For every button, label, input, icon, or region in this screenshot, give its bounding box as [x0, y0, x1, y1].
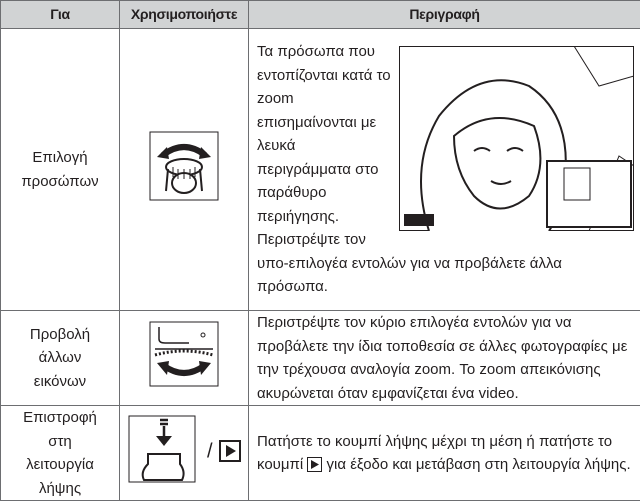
- description-cell: Πατήστε το κουμπί λήψης μέχρι τη μέση ή …: [249, 406, 640, 501]
- header-cell: Για: [1, 1, 120, 29]
- row: Προβολή άλλων εικόνων Περιστρέψτε τον κύ…: [1, 311, 640, 406]
- description-text: για έξοδο και μετάβαση στη λειτουργία λή…: [327, 456, 631, 473]
- playback-icon: [307, 457, 322, 472]
- row: Επιστροφή στη λειτουργία λήψης / Πατήστε…: [1, 406, 640, 501]
- shutter-icons: /: [124, 414, 244, 484]
- header-cell: Χρησιμοποιήστε: [120, 1, 249, 29]
- description-cell: Τα πρόσωπα που εντοπίζονται κατά το zoom…: [249, 29, 640, 311]
- row: Επιλογή προσώπων Τα πρόσωπα που εντοπίζο…: [1, 29, 640, 311]
- for-cell: Επιστροφή στη λειτουργία λήψης: [1, 406, 120, 501]
- description-text: Πατήστε το κουμπί λήψης μέχρι τη μέση ή …: [257, 430, 634, 477]
- use-cell: [120, 311, 249, 406]
- use-cell: [120, 29, 249, 311]
- header-row: Για Χρησιμοποιήστε Περιγραφή: [1, 1, 640, 29]
- page: {"table":{"header":["Για","Χρησιμοποιήστ…: [0, 0, 640, 475]
- main-dial-icon: [149, 321, 219, 387]
- separator: /: [207, 441, 213, 463]
- for-cell: Επιλογή προσώπων: [1, 29, 120, 311]
- header-cell: Περιγραφή: [249, 1, 640, 29]
- use-cell: /: [120, 406, 249, 501]
- description-text: Περιστρέψτε τον υπο-επιλογέα εντολών για…: [257, 228, 634, 299]
- sub-dial-icon: [149, 131, 219, 201]
- description-cell: Περιστρέψτε τον κύριο επιλογέα εντολών γ…: [249, 311, 640, 406]
- face-photo: [399, 46, 634, 231]
- for-cell: Προβολή άλλων εικόνων: [1, 311, 120, 406]
- description-text: Περιστρέψτε τον κύριο επιλογέα εντολών γ…: [257, 311, 634, 405]
